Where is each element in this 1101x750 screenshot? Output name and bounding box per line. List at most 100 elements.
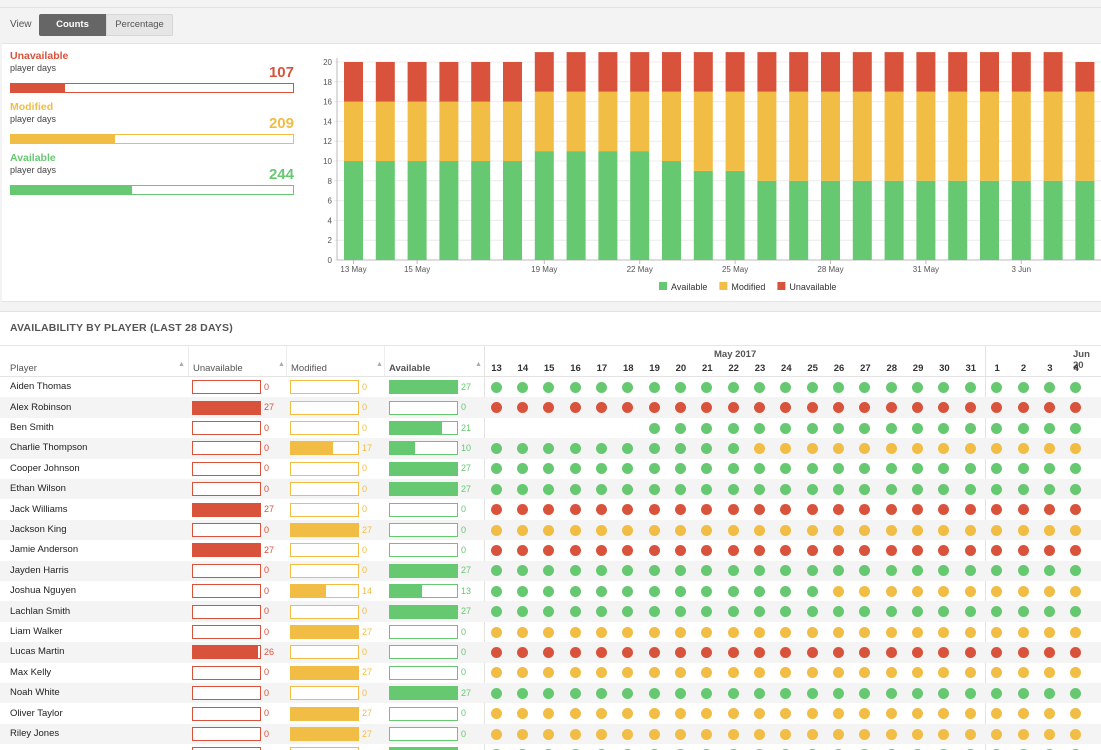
day-status-dot[interactable]: [991, 606, 1003, 618]
day-status-dot[interactable]: [516, 463, 528, 475]
day-status-dot[interactable]: [754, 483, 765, 495]
day-status-dot[interactable]: [701, 646, 713, 658]
day-status-dot[interactable]: [543, 646, 555, 658]
day-status-dot[interactable]: [964, 708, 976, 720]
day-status-dot[interactable]: [516, 565, 528, 577]
day-status-dot[interactable]: [885, 402, 897, 414]
day-status-dot[interactable]: [595, 402, 607, 414]
day-status-dot[interactable]: [1070, 646, 1082, 658]
day-status-dot[interactable]: [727, 646, 739, 658]
day-status-dot[interactable]: [806, 463, 818, 475]
day-status-dot[interactable]: [727, 422, 739, 434]
day-status-dot[interactable]: [780, 565, 792, 577]
day-status-dot[interactable]: [780, 544, 792, 556]
day-status-dot[interactable]: [964, 667, 976, 679]
day-status-dot[interactable]: [648, 504, 660, 516]
day-status-dot[interactable]: [674, 483, 686, 495]
day-status-dot[interactable]: [964, 687, 976, 699]
day-status-dot[interactable]: [885, 381, 897, 393]
day-status-dot[interactable]: [964, 626, 976, 638]
day-status-dot[interactable]: [780, 646, 792, 658]
day-status-dot[interactable]: [912, 667, 924, 679]
day-status-dot[interactable]: [543, 748, 555, 750]
day-status-dot[interactable]: [938, 606, 950, 618]
day-status-dot[interactable]: [806, 728, 818, 740]
day-status-dot[interactable]: [780, 728, 792, 740]
day-status-dot[interactable]: [780, 626, 792, 638]
day-status-dot[interactable]: [569, 626, 581, 638]
day-status-dot[interactable]: [780, 667, 792, 679]
day-status-dot[interactable]: [991, 524, 1003, 536]
day-status-dot[interactable]: [569, 565, 581, 577]
day-status-dot[interactable]: [938, 728, 950, 740]
day-status-dot[interactable]: [569, 381, 581, 393]
day-status-dot[interactable]: [569, 585, 581, 597]
day-status-dot[interactable]: [991, 728, 1003, 740]
day-status-dot[interactable]: [938, 422, 950, 434]
day-status-dot[interactable]: [595, 463, 607, 475]
day-status-dot[interactable]: [859, 442, 871, 454]
day-status-dot[interactable]: [1017, 544, 1029, 556]
day-status-dot[interactable]: [516, 728, 528, 740]
day-status-dot[interactable]: [806, 422, 818, 434]
day-status-dot[interactable]: [991, 667, 1003, 679]
day-status-dot[interactable]: [885, 524, 897, 536]
day-status-dot[interactable]: [516, 687, 528, 699]
day-status-dot[interactable]: [569, 544, 581, 556]
day-status-dot[interactable]: [543, 606, 555, 618]
day-status-dot[interactable]: [885, 748, 897, 750]
day-status-dot[interactable]: [490, 524, 502, 536]
day-status-dot[interactable]: [701, 524, 713, 536]
day-status-dot[interactable]: [701, 565, 713, 577]
day-status-dot[interactable]: [859, 463, 871, 475]
day-status-dot[interactable]: [727, 381, 739, 393]
player-name[interactable]: Jackson King: [10, 524, 67, 535]
available-column-header[interactable]: Available: [389, 363, 431, 374]
day-status-dot[interactable]: [912, 748, 924, 750]
day-status-dot[interactable]: [754, 728, 765, 740]
day-status-dot[interactable]: [859, 606, 871, 618]
day-status-dot[interactable]: [1070, 442, 1082, 454]
day-status-dot[interactable]: [674, 667, 686, 679]
sort-icon[interactable]: ▲: [278, 361, 285, 368]
day-status-dot[interactable]: [1043, 442, 1055, 454]
day-status-dot[interactable]: [490, 728, 502, 740]
day-status-dot[interactable]: [595, 381, 607, 393]
day-status-dot[interactable]: [516, 626, 528, 638]
day-status-dot[interactable]: [912, 626, 924, 638]
day-status-dot[interactable]: [490, 667, 502, 679]
day-status-dot[interactable]: [1043, 422, 1055, 434]
player-name[interactable]: Riley Jones: [10, 728, 60, 739]
day-status-dot[interactable]: [648, 646, 660, 658]
day-status-dot[interactable]: [1043, 728, 1055, 740]
day-status-dot[interactable]: [569, 606, 581, 618]
day-status-dot[interactable]: [1070, 626, 1082, 638]
day-status-dot[interactable]: [833, 524, 845, 536]
day-status-dot[interactable]: [490, 646, 502, 658]
day-status-dot[interactable]: [595, 708, 607, 720]
day-status-dot[interactable]: [1070, 422, 1082, 434]
day-status-dot[interactable]: [674, 504, 686, 516]
day-status-dot[interactable]: [674, 708, 686, 720]
day-status-dot[interactable]: [490, 544, 502, 556]
day-status-dot[interactable]: [701, 585, 713, 597]
day-status-dot[interactable]: [859, 708, 871, 720]
day-status-dot[interactable]: [674, 544, 686, 556]
day-status-dot[interactable]: [1070, 381, 1082, 393]
day-status-dot[interactable]: [885, 463, 897, 475]
day-status-dot[interactable]: [701, 667, 713, 679]
day-status-dot[interactable]: [938, 626, 950, 638]
day-status-dot[interactable]: [806, 565, 818, 577]
day-status-dot[interactable]: [648, 544, 660, 556]
day-status-dot[interactable]: [1043, 748, 1055, 750]
day-status-dot[interactable]: [1043, 524, 1055, 536]
day-status-dot[interactable]: [780, 402, 792, 414]
day-status-dot[interactable]: [1070, 504, 1082, 516]
day-status-dot[interactable]: [991, 646, 1003, 658]
day-status-dot[interactable]: [912, 646, 924, 658]
day-status-dot[interactable]: [727, 402, 739, 414]
day-status-dot[interactable]: [912, 422, 924, 434]
day-status-dot[interactable]: [622, 565, 634, 577]
day-status-dot[interactable]: [859, 667, 871, 679]
day-status-dot[interactable]: [1017, 463, 1029, 475]
